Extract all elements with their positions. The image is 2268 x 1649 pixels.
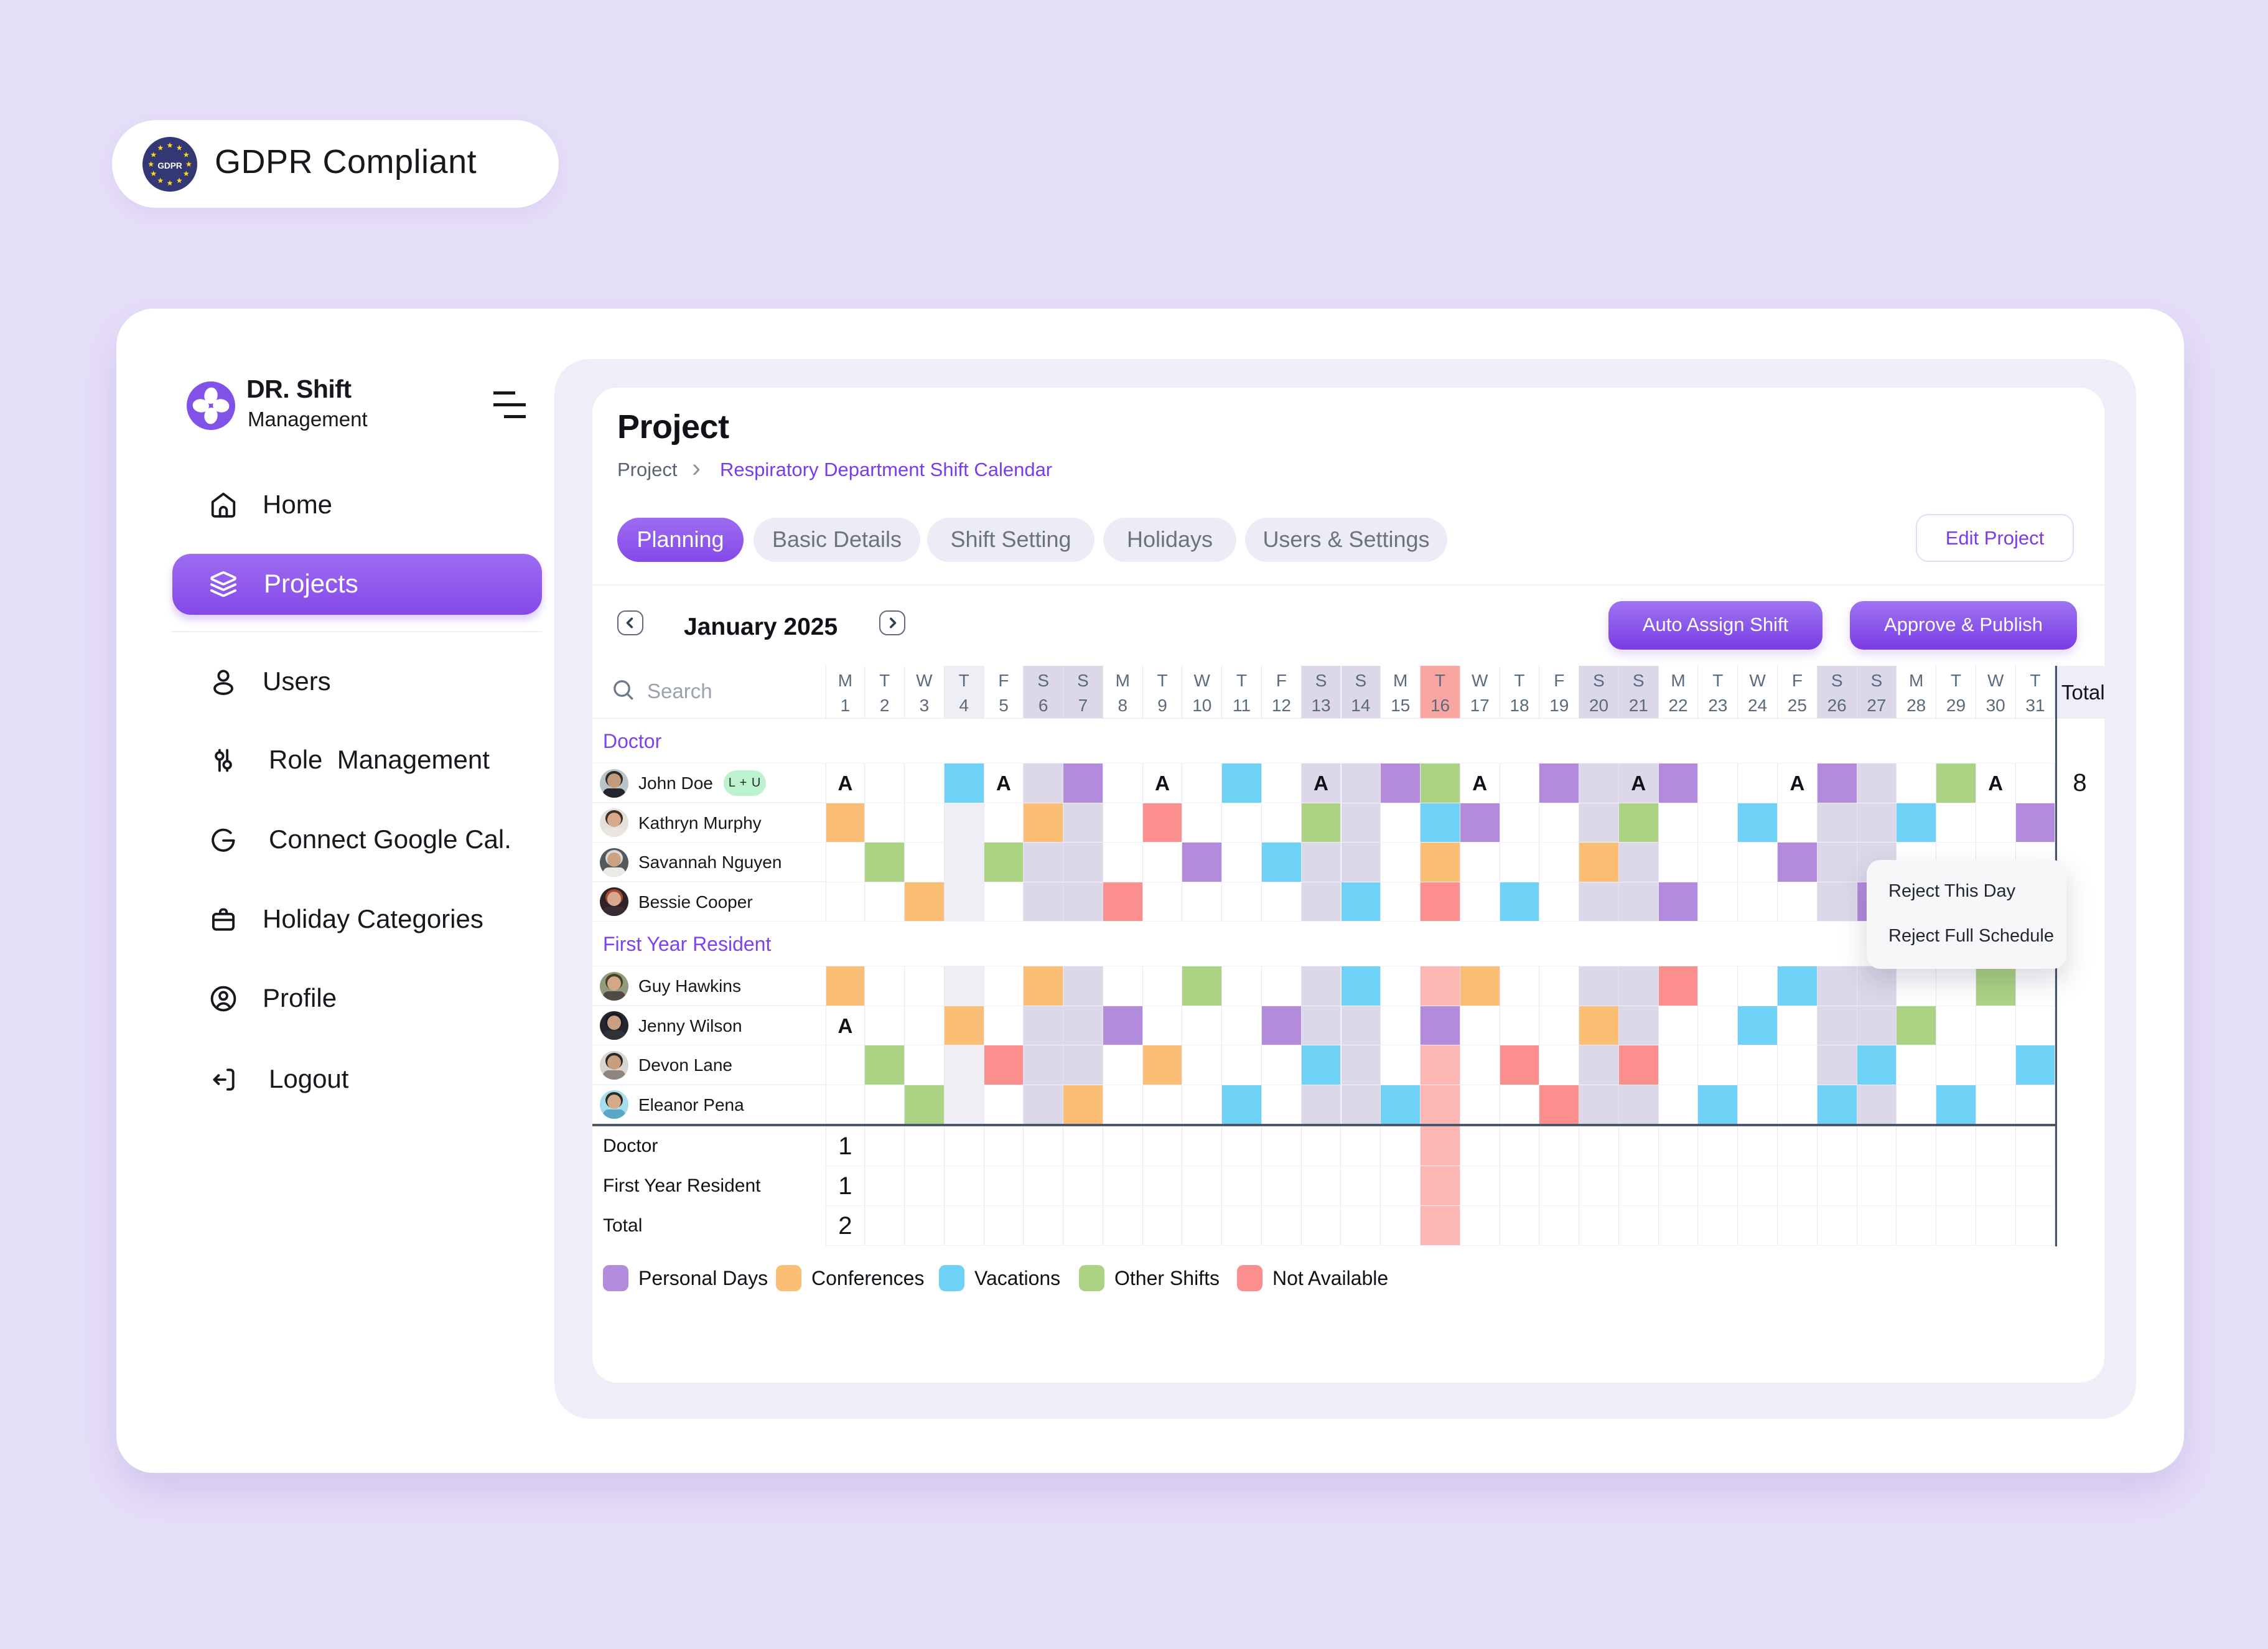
svg-text:GDPR: GDPR [157, 161, 182, 171]
